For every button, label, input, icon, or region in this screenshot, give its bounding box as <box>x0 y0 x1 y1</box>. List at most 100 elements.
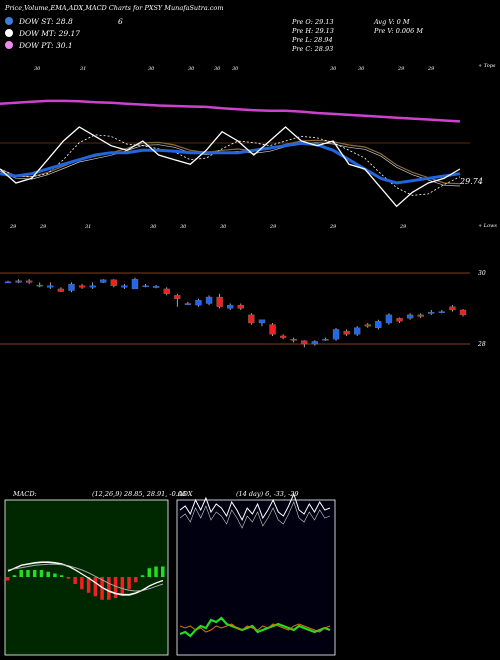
candle-body <box>290 339 297 341</box>
candle-body <box>449 306 456 311</box>
candle-body <box>354 327 361 335</box>
candle-body <box>322 339 329 341</box>
macd-hist-bar <box>86 577 91 593</box>
minus-di-line <box>179 623 331 633</box>
top-mark: 29 <box>398 66 405 72</box>
candle-body <box>4 281 12 284</box>
top-mark: 30 <box>148 66 155 72</box>
macd-hist-bar <box>154 566 158 577</box>
macd-hist-bar <box>26 570 30 577</box>
bottom-mark: 29 <box>400 224 407 230</box>
lows-label: + Lows <box>478 223 497 229</box>
macd-hist-bar <box>6 577 10 581</box>
top-mark: 30 <box>34 66 41 72</box>
stat-pre-high: Pre H: 29.13 <box>292 27 334 35</box>
macd-hist-bar <box>73 577 77 584</box>
dow-st-line <box>0 141 461 185</box>
candle-body <box>184 303 192 305</box>
macd-hist-bar <box>100 577 104 600</box>
top-mark: 30 <box>358 66 365 72</box>
macd-hist-bar <box>53 573 57 577</box>
candle-body <box>375 321 382 328</box>
candle-body <box>163 288 170 294</box>
macd-hist-bar <box>80 577 84 590</box>
dow-pt-line <box>0 99 461 123</box>
macd-hist-bar <box>39 570 44 577</box>
macd-hist-bar <box>19 570 23 577</box>
top-mark: 30 <box>330 66 337 72</box>
macd-hist-bar <box>127 577 131 590</box>
macd-hist-bar <box>12 575 17 577</box>
bottom-mark: 29 <box>10 224 17 230</box>
candle-body <box>47 285 54 288</box>
top-mark: 30 <box>188 66 195 72</box>
bottom-mark: 30 <box>180 224 187 230</box>
chart-title: Price,Volume,EMA,ADX,MACD Charts for PXS… <box>5 4 224 12</box>
candle-body <box>396 317 403 322</box>
candle-body <box>89 285 96 288</box>
macd-hist-bar <box>59 575 64 577</box>
candle-body <box>131 279 139 290</box>
level-28-label: 28 <box>478 341 486 348</box>
candle-body <box>269 324 276 335</box>
candle-body <box>205 296 213 304</box>
candle-body <box>78 285 86 288</box>
candle-body <box>174 295 181 299</box>
legend-dow-st-label: DOW ST: 28.8 <box>19 17 73 26</box>
macd-hist-bar <box>134 577 138 583</box>
candle-body <box>152 286 160 288</box>
candle-body <box>248 314 255 324</box>
ema-short-dotted-line <box>0 134 461 196</box>
adx-line <box>179 492 331 522</box>
candle-body <box>110 279 117 286</box>
adx-line-2 <box>179 501 331 529</box>
candle-body <box>438 311 445 313</box>
price-ema-chart <box>0 99 470 208</box>
candle-body <box>428 312 435 314</box>
legend-dot-icon <box>5 29 13 37</box>
legend-dot-icon <box>5 17 13 25</box>
bottom-mark: 31 <box>85 224 92 230</box>
candle-body <box>364 324 371 327</box>
tops-label: + Tops <box>478 63 496 69</box>
stat-pre-low: Pre L: 28.94 <box>292 36 333 44</box>
macd-params: (12,26,9) 28.85, 28.91, -0.06 <box>92 490 187 498</box>
macd-hist-bar <box>32 570 37 577</box>
candle-body <box>301 340 308 345</box>
bottom-mark: 29 <box>270 224 277 230</box>
candle-body <box>237 304 244 309</box>
candle-body <box>68 283 75 291</box>
macd-hist-bar <box>46 571 50 577</box>
macd-label: MACD: <box>13 490 37 498</box>
macd-hist-bar <box>120 577 125 595</box>
stat-avg-volume: Avg V: 0 M <box>374 18 410 26</box>
macd-hist-bar <box>161 566 165 577</box>
candle-body <box>311 341 319 345</box>
candle-body <box>216 296 223 307</box>
candle-body <box>459 309 467 316</box>
candle-body <box>142 285 149 288</box>
legend-dot-icon <box>5 41 13 49</box>
top-mark: 30 <box>232 66 239 72</box>
bottom-mark: 30 <box>220 224 227 230</box>
candle-body <box>406 314 414 319</box>
macd-panel-frame <box>4 499 169 656</box>
legend-dow-mt-label: DOW MT: 29.17 <box>19 29 81 38</box>
legend-extra: 6 <box>118 17 123 26</box>
legend-dow-pt-label: DOW PT: 30.1 <box>19 41 73 50</box>
macd-hist-bar <box>107 577 111 600</box>
level-30-label: 30 <box>478 270 486 277</box>
stat-pre-volume: Pre V: 0.006 M <box>374 27 424 35</box>
stat-pre-close: Pre C: 28.93 <box>292 45 334 53</box>
bottom-mark: 29 <box>40 224 47 230</box>
last-value-label: 29.74 <box>460 177 483 186</box>
macd-signal-line <box>7 563 164 592</box>
candle-body <box>57 288 65 292</box>
bottom-mark: 29 <box>330 224 337 230</box>
candle-body <box>343 330 350 335</box>
adx-label: ADX <box>178 490 193 498</box>
candle-body <box>227 304 234 309</box>
legend-dow-mt: DOW MT: 29.17 <box>5 29 80 38</box>
candle-body <box>417 314 424 317</box>
